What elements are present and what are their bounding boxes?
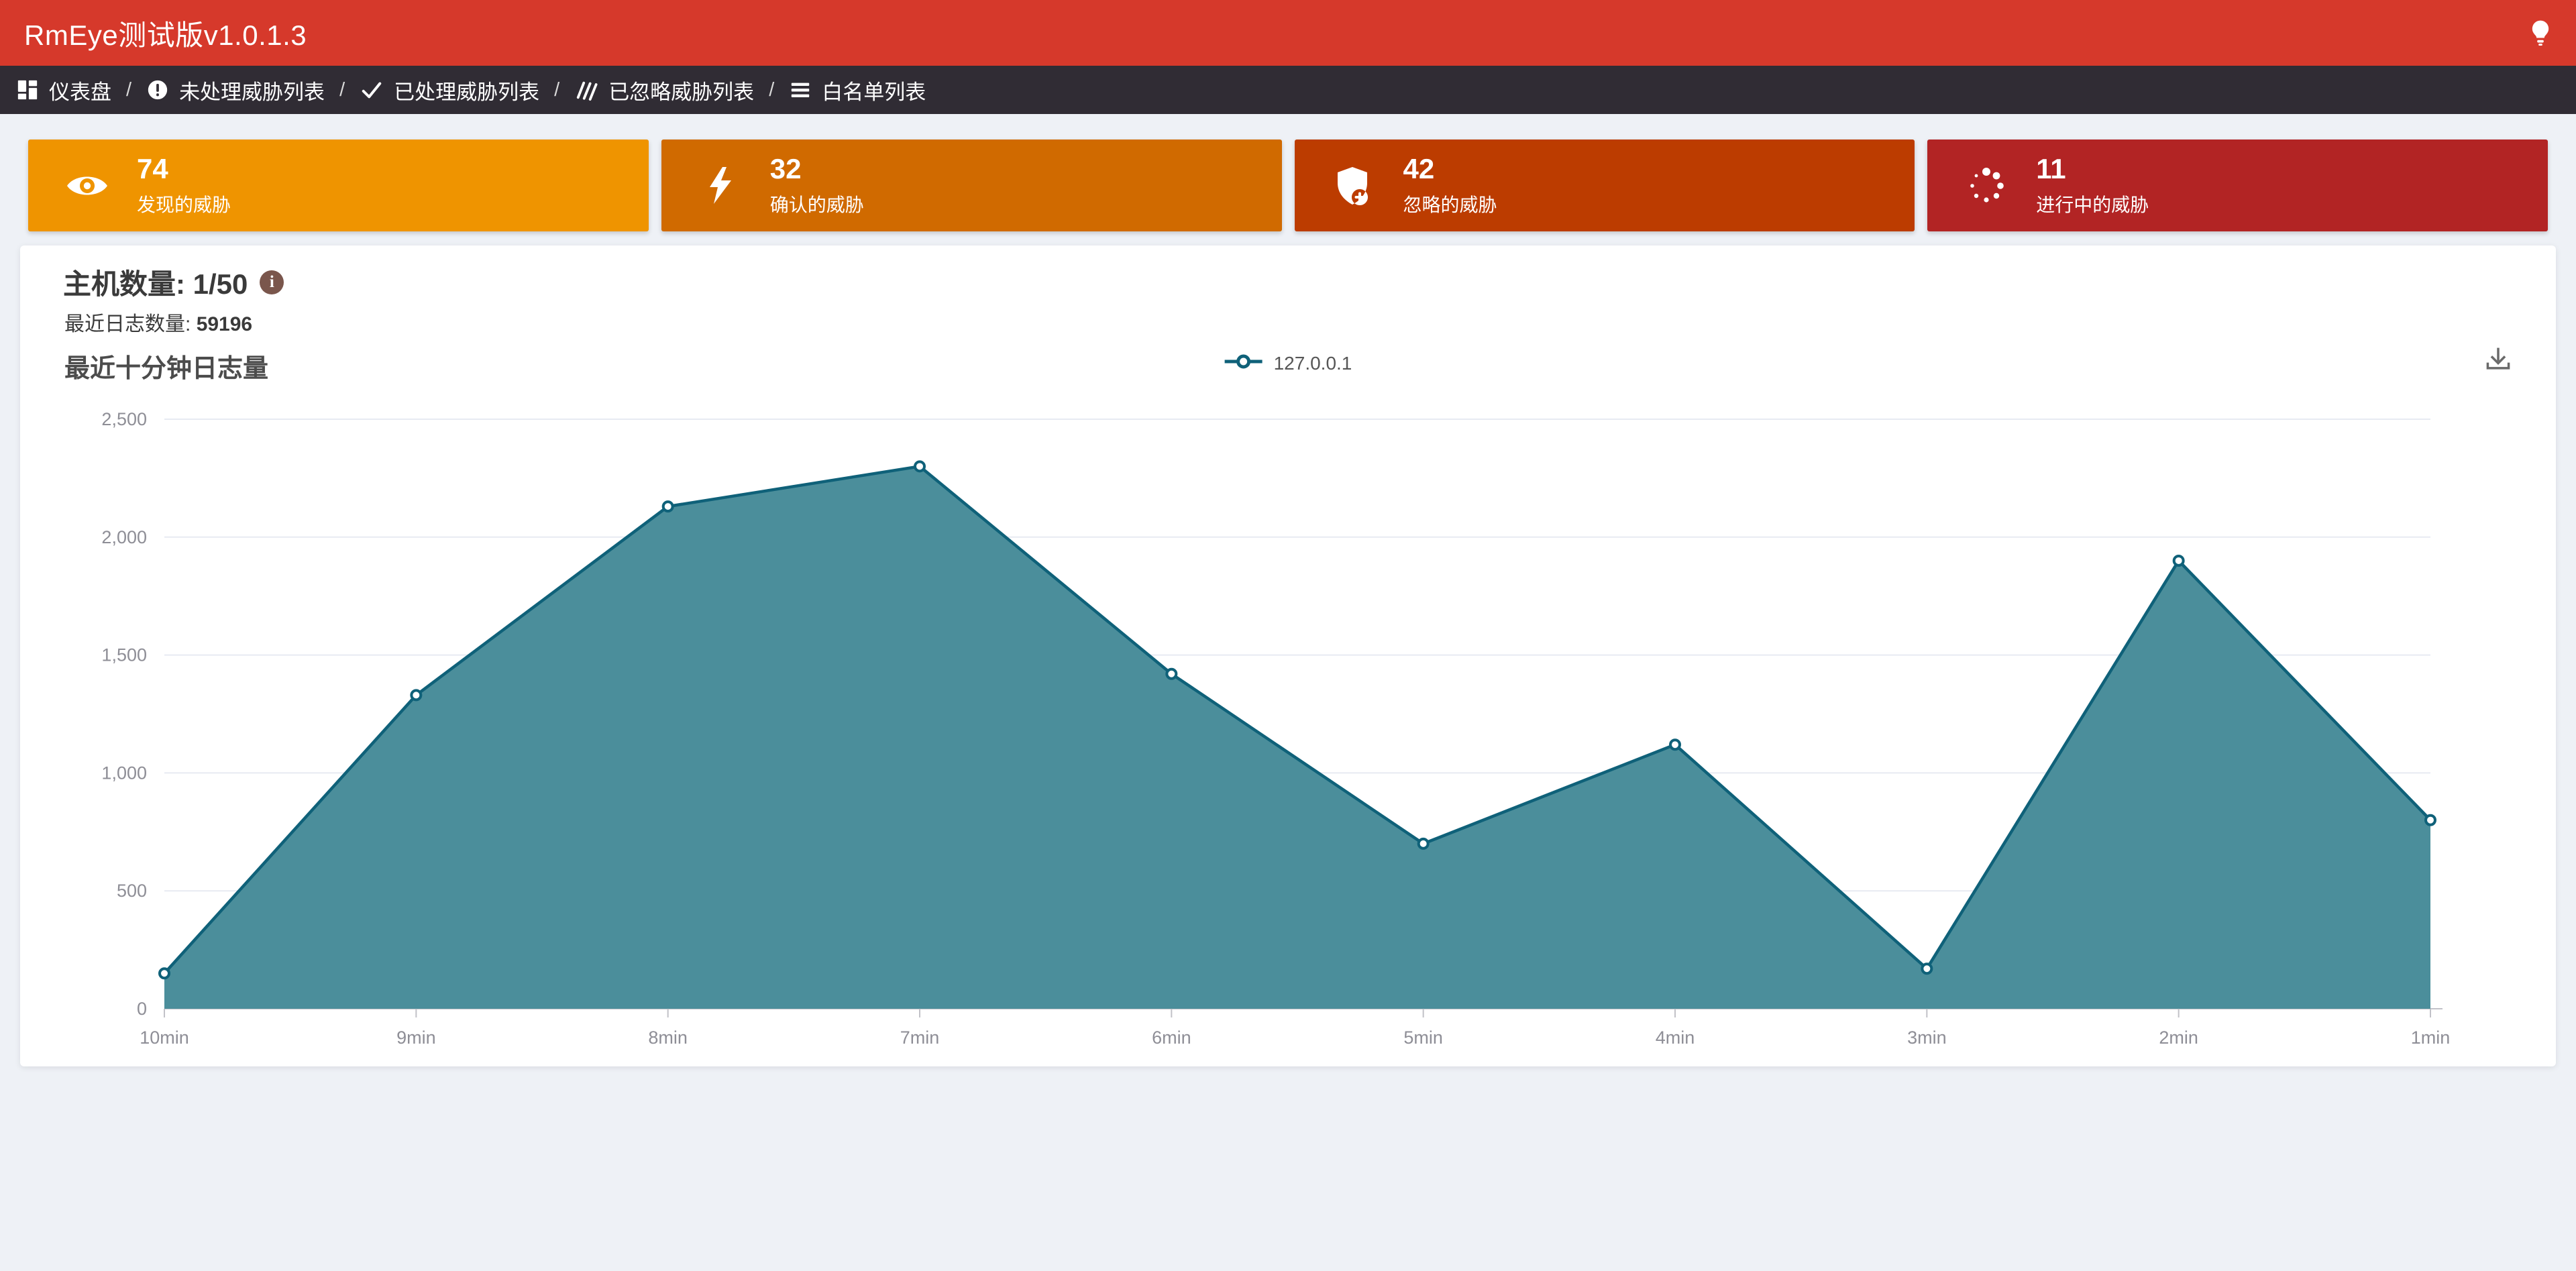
svg-text:500: 500	[117, 881, 147, 901]
svg-text:1,000: 1,000	[101, 763, 147, 783]
svg-text:2min: 2min	[2159, 1028, 2198, 1048]
dashboard-icon	[16, 78, 39, 101]
dashboard-panel: 主机数量: 1/50 i 最近日志数量: 59196 最近十分钟日志量 127.…	[20, 245, 2556, 1066]
check-icon	[360, 78, 384, 101]
stat-cards-row: 74 发现的威胁 32 确认的威胁 42 忽略的威胁	[28, 140, 2548, 231]
svg-text:7min: 7min	[900, 1028, 940, 1048]
stat-label: 忽略的威胁	[1403, 194, 1497, 215]
spinner-icon	[1965, 166, 2008, 205]
eye-icon	[66, 172, 109, 200]
nav-item-label: 已忽略威胁列表	[608, 80, 755, 104]
breadcrumb-separator: /	[769, 78, 775, 101]
svg-text:4min: 4min	[1656, 1028, 1695, 1048]
recent-log-value: 59196	[196, 313, 253, 335]
nav-item-ignored-threats[interactable]: 已忽略威胁列表	[574, 75, 754, 105]
host-count-text: 主机数量: 1/50	[63, 268, 248, 300]
stat-value: 32	[769, 153, 802, 185]
legend-label: 127.0.0.1	[1273, 353, 1352, 374]
recent-log-label: 最近日志数量:	[64, 313, 191, 335]
nav-item-label: 未处理威胁列表	[179, 80, 325, 104]
breadcrumb-separator: /	[339, 78, 345, 101]
nav-item-dashboard[interactable]: 仪表盘	[16, 75, 111, 105]
breadcrumb-nav: 仪表盘 / 未处理威胁列表 / 已处理威胁列表 / 已忽略威胁列表 /	[0, 66, 2576, 114]
stat-value: 74	[137, 153, 168, 185]
svg-text:6min: 6min	[1152, 1028, 1191, 1048]
stat-card-in-progress[interactable]: 11 进行中的威胁	[1927, 140, 2548, 231]
stat-card-ignored[interactable]: 42 忽略的威胁	[1294, 140, 1915, 231]
breadcrumb-separator: /	[554, 78, 560, 101]
stat-label: 发现的威胁	[137, 194, 231, 215]
svg-text:2,000: 2,000	[101, 527, 147, 547]
lightning-icon	[699, 166, 742, 205]
host-count: 主机数量: 1/50 i	[63, 262, 284, 302]
nav-item-label: 已处理威胁列表	[394, 80, 540, 104]
svg-text:0: 0	[137, 999, 147, 1019]
breadcrumb-separator: /	[126, 78, 132, 101]
stat-card-found[interactable]: 74 发现的威胁	[28, 140, 649, 231]
nav-item-unhandled-threats[interactable]: 未处理威胁列表	[146, 75, 325, 105]
legend-item[interactable]: 127.0.0.1	[1224, 353, 1352, 374]
svg-text:3min: 3min	[1907, 1028, 1947, 1048]
nav-item-whitelist[interactable]: 白名单列表	[789, 75, 926, 105]
stat-label: 确认的威胁	[769, 194, 864, 215]
info-icon[interactable]: i	[260, 270, 284, 294]
svg-text:1,500: 1,500	[101, 645, 147, 665]
legend-marker-icon	[1224, 353, 1263, 374]
shield-plus-icon	[1332, 166, 1375, 206]
app-title: RmEye测试版v1.0.1.3	[24, 19, 307, 51]
svg-text:1min: 1min	[2411, 1028, 2451, 1048]
stat-value: 42	[1403, 153, 1435, 185]
nav-item-label: 仪表盘	[49, 80, 111, 104]
svg-text:9min: 9min	[396, 1028, 436, 1048]
exclamation-circle-icon	[146, 78, 169, 101]
stat-card-confirmed[interactable]: 32 确认的威胁	[661, 140, 1282, 231]
app-header: RmEye测试版v1.0.1.3	[0, 0, 2576, 66]
nav-item-label: 白名单列表	[822, 80, 926, 104]
lightbulb-icon[interactable]	[2529, 19, 2552, 46]
download-icon[interactable]	[2483, 345, 2513, 374]
svg-text:8min: 8min	[648, 1028, 688, 1048]
recent-log-count: 最近日志数量: 59196	[64, 307, 252, 337]
nav-item-handled-threats[interactable]: 已处理威胁列表	[360, 75, 539, 105]
svg-text:10min: 10min	[140, 1028, 189, 1048]
svg-text:2,500: 2,500	[101, 409, 147, 429]
svg-text:5min: 5min	[1403, 1028, 1443, 1048]
stat-label: 进行中的威胁	[2036, 194, 2149, 215]
hatch-icon	[574, 78, 598, 101]
list-icon	[789, 78, 812, 101]
chart-title: 最近十分钟日志量	[64, 355, 269, 383]
stat-value: 11	[2036, 153, 2066, 185]
